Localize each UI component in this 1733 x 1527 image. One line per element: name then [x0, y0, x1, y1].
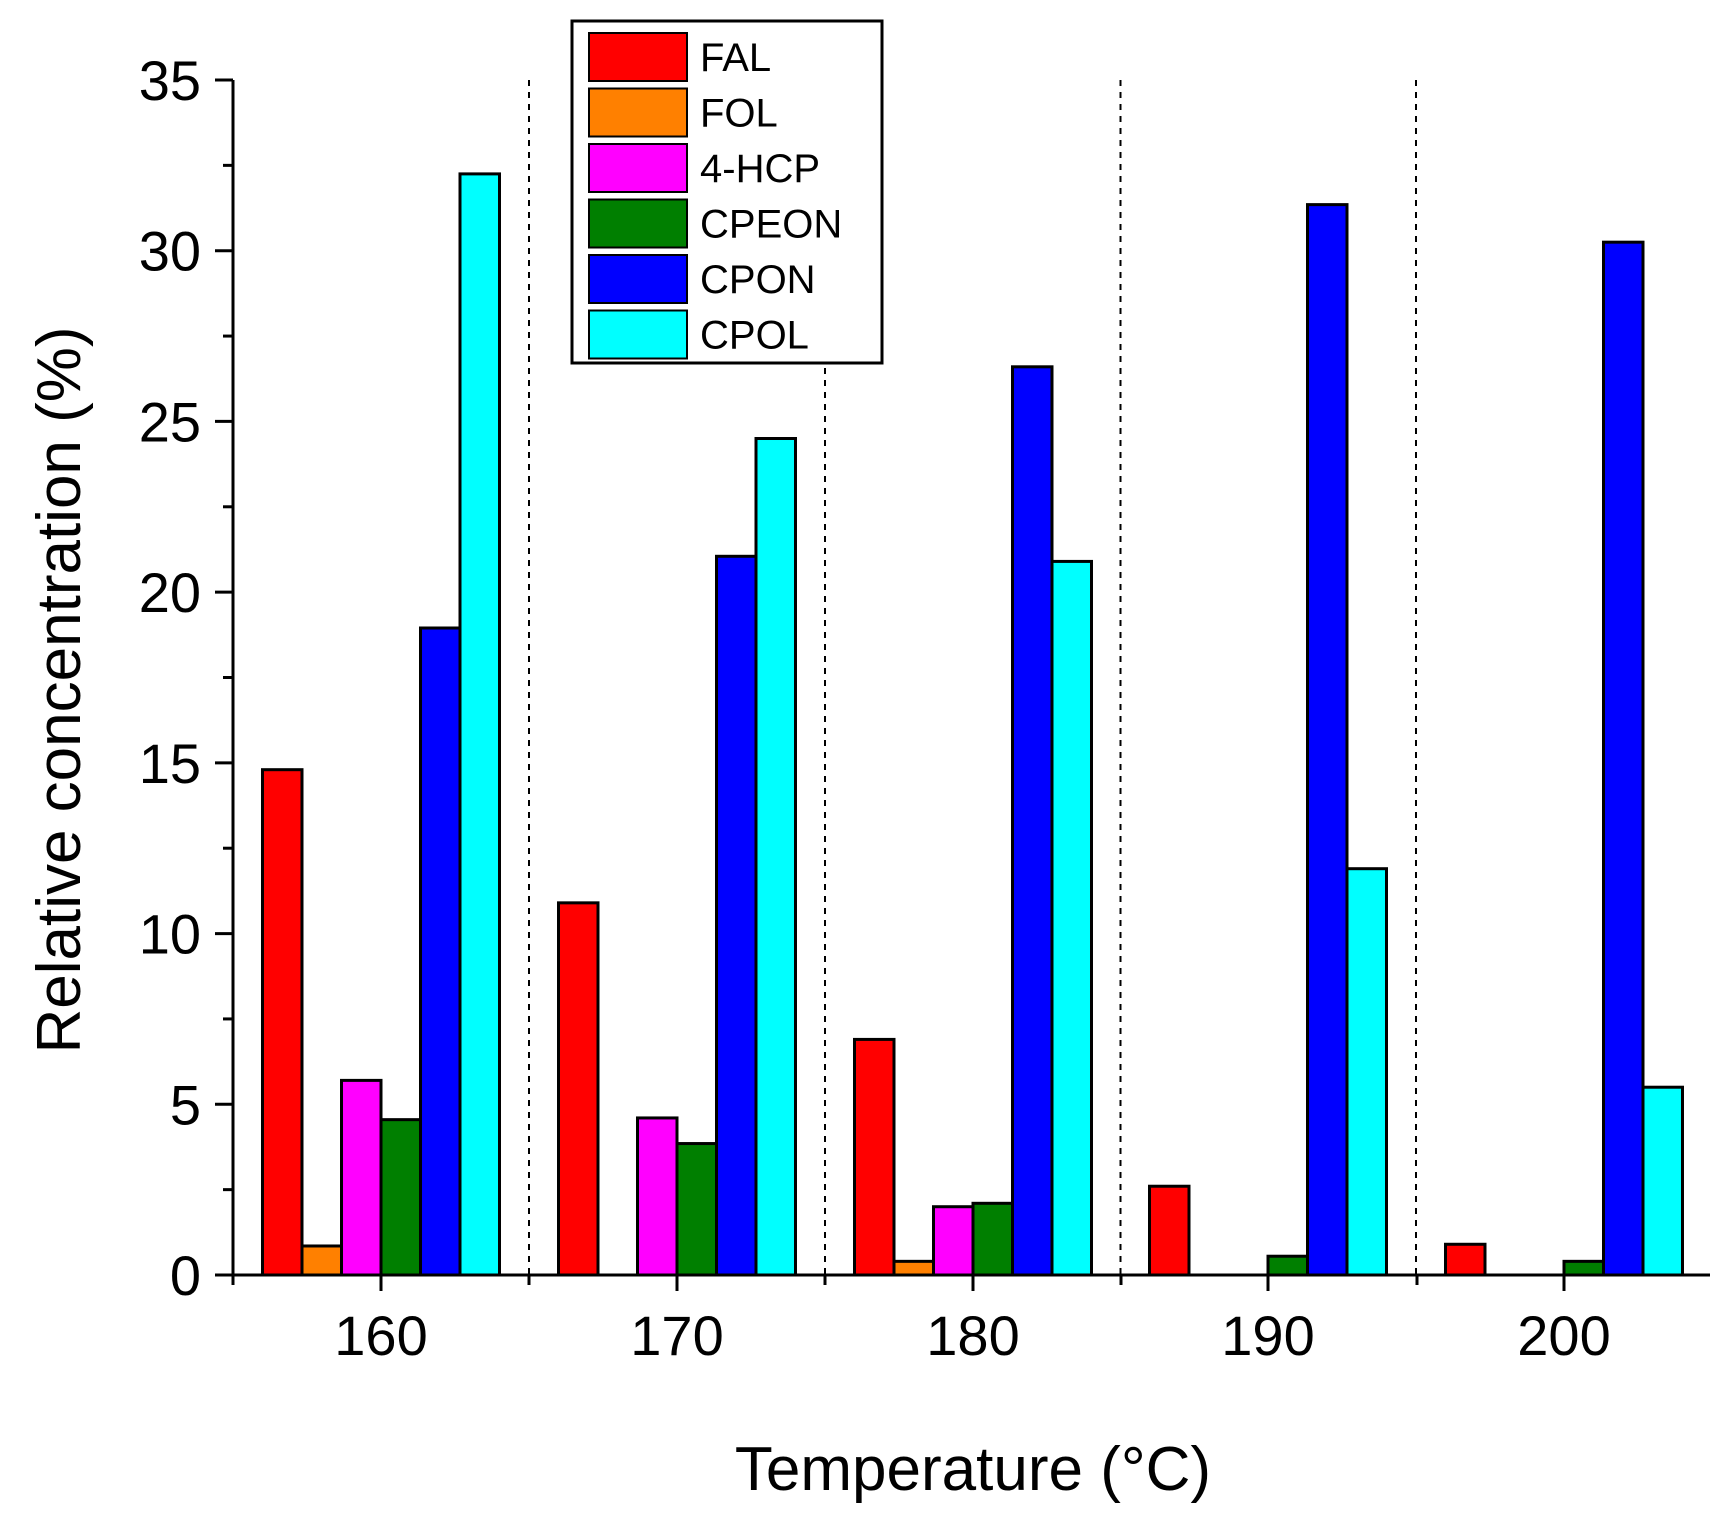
y-tick-label: 5	[170, 1073, 201, 1136]
legend: FAL FOL 4-HCP CPEON CPON CPOL	[570, 19, 884, 365]
legend-label-cpeon: CPEON	[700, 203, 842, 247]
legend-label-cpol: CPOL	[700, 314, 809, 358]
x-tick-label: 200	[1517, 1304, 1610, 1367]
y-tick-label: 0	[170, 1244, 201, 1307]
bar-fal-170	[557, 901, 600, 1277]
x-axis-ticks: 160 170 180 190 200	[231, 1275, 1611, 1367]
y-tick-label: 35	[139, 49, 201, 112]
y-tick-label: 10	[139, 903, 201, 966]
y-tick-label: 20	[139, 561, 201, 624]
x-axis-label: Temperature (°C)	[735, 1435, 1211, 1504]
bar-fol-180	[892, 1259, 935, 1277]
y-tick-label: 25	[139, 390, 201, 453]
bar-cpol-200	[1641, 1085, 1684, 1277]
series-4-hcp	[340, 1078, 975, 1277]
series-cpon	[419, 203, 1645, 1277]
x-tick-label: 160	[334, 1304, 427, 1367]
bar-series-group	[261, 172, 1684, 1277]
series-fal	[261, 768, 1487, 1277]
legend-swatch-cpeon	[588, 198, 688, 249]
y-tick-label: 15	[139, 732, 201, 795]
bar-cpon-160	[419, 626, 462, 1277]
legend-label-cpon: CPON	[700, 258, 816, 302]
legend-label-4-hcp: 4-HCP	[700, 147, 820, 191]
bar-cpeon-170	[675, 1142, 718, 1277]
legend-label-fal: FAL	[700, 36, 771, 80]
series-cpol	[458, 172, 1684, 1277]
y-tick-label: 30	[139, 220, 201, 283]
bar-cpeon-160	[379, 1118, 422, 1277]
bar-cpol-190	[1345, 867, 1388, 1277]
bar-4-hcp-170	[636, 1116, 679, 1277]
bar-cpon-170	[715, 554, 758, 1277]
bar-4-hcp-160	[340, 1078, 383, 1277]
x-tick-label: 190	[1221, 1304, 1314, 1367]
legend-swatch-fal	[588, 32, 688, 82]
bar-fol-160	[300, 1244, 343, 1277]
x-tick-label: 170	[630, 1304, 723, 1367]
bar-4-hcp-180	[932, 1205, 975, 1277]
x-tick-label: 180	[926, 1304, 1019, 1367]
bar-cpeon-190	[1266, 1254, 1309, 1277]
bar-cpon-180	[1011, 365, 1054, 1277]
bar-fal-160	[261, 768, 304, 1277]
y-axis-ticks: 0 5 10 15 20 25 30 35	[139, 49, 233, 1307]
bar-fal-190	[1148, 1184, 1191, 1277]
bar-cpeon-200	[1562, 1259, 1605, 1277]
bar-cpol-170	[754, 437, 797, 1277]
legend-swatch-cpon	[588, 254, 688, 304]
bar-cpol-180	[1050, 559, 1093, 1277]
legend-swatch-cpol	[588, 309, 688, 360]
legend-label-fol: FOL	[700, 92, 778, 136]
bar-cpon-190	[1306, 203, 1349, 1277]
bar-cpeon-180	[971, 1201, 1014, 1277]
bar-fal-200	[1444, 1242, 1487, 1277]
bar-fal-180	[853, 1037, 896, 1277]
bar-cpon-200	[1602, 240, 1645, 1277]
y-axis-label: Relative concentration (%)	[25, 326, 94, 1053]
legend-swatch-fol	[588, 87, 688, 138]
bar-cpol-160	[458, 172, 501, 1277]
legend-swatch-4-hcp	[588, 143, 688, 193]
